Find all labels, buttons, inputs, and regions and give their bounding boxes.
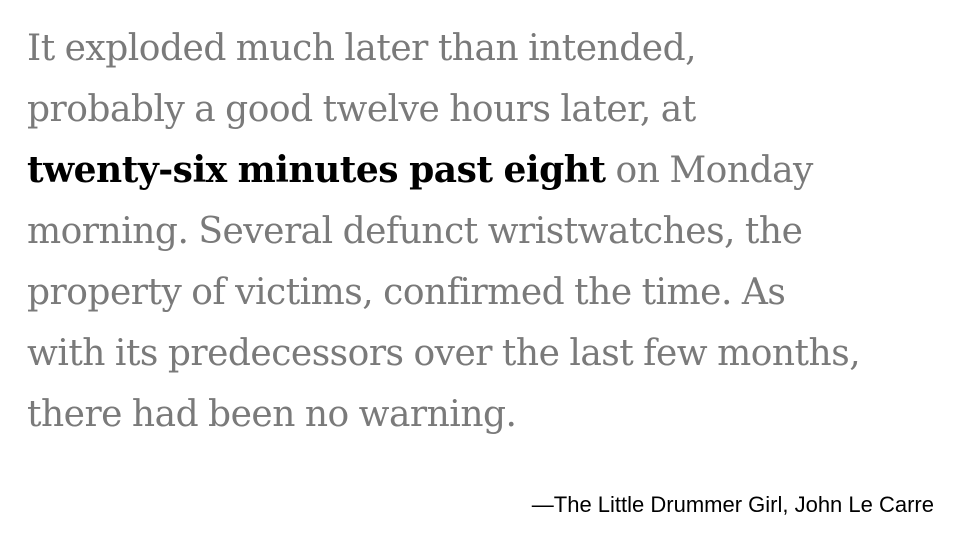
- quote-text: It exploded much later than intended, pr…: [27, 18, 927, 445]
- quote-line: on Monday: [615, 150, 814, 191]
- quote-emphasis: twenty-six minutes past eight: [27, 149, 606, 191]
- quote-line: It exploded much later than intended,: [27, 28, 697, 69]
- quote-line: probably a good twelve hours later, at: [27, 89, 696, 130]
- quote-line: there had been no warning.: [27, 394, 517, 435]
- quote-attribution: —The Little Drummer Girl, John Le Carre: [531, 492, 934, 517]
- quote-line: morning. Several defunct wristwatches, t…: [27, 211, 803, 252]
- quote-line: with its predecessors over the last few …: [27, 333, 861, 374]
- quote-line: property of victims, confirmed the time.…: [27, 272, 786, 313]
